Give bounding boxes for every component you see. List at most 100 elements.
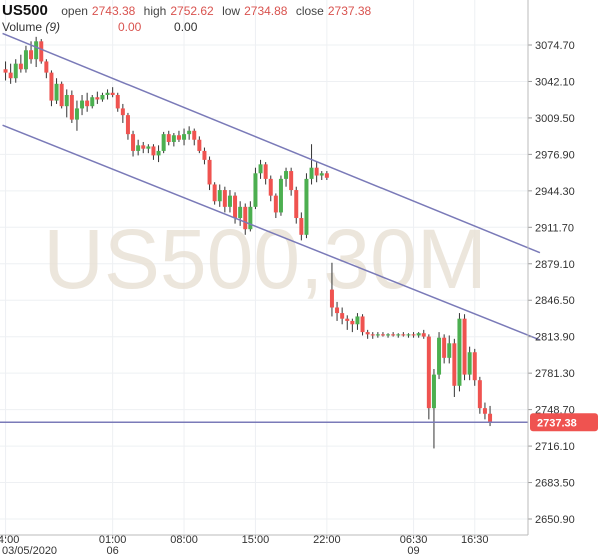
candle-body	[222, 190, 227, 207]
y-axis: 3074.70 3042.10 3009.50 2976.90 2944.30 2911.…	[527, 0, 575, 535]
y-tick-label: 2650.90	[535, 514, 575, 526]
candle-body	[34, 41, 39, 60]
candle-body	[360, 316, 365, 333]
current-price-tag: 2737.38	[530, 413, 598, 432]
candle-body	[136, 145, 141, 151]
candle-body	[146, 146, 151, 149]
trend-line	[2, 32, 541, 254]
candle-body	[488, 413, 493, 423]
trend-lines	[0, 32, 541, 424]
candle-body	[85, 100, 90, 107]
candle-body	[309, 167, 314, 179]
candle-body	[386, 334, 391, 336]
candle-body	[110, 92, 115, 95]
high-label: high	[143, 4, 167, 18]
candle-body	[212, 184, 217, 202]
x-tick-label: 01:00	[99, 534, 127, 546]
candle-body	[100, 94, 105, 100]
price-tag-label: 2737.38	[537, 417, 577, 429]
volume-value-2: 0.00	[174, 20, 198, 34]
candle-body	[192, 130, 197, 140]
x-tick-sublabel: 03/05/2020	[2, 545, 57, 557]
candle-body	[294, 190, 299, 219]
candle-body	[467, 352, 472, 375]
volume-legend: Volume (9) 0.00 0.00	[2, 20, 197, 34]
candle-body	[54, 83, 59, 101]
volume-value-1: 0.00	[118, 20, 142, 34]
candle-body	[131, 134, 136, 151]
candle-body	[115, 94, 120, 109]
candle-body	[8, 72, 13, 79]
open-value: 2743.38	[91, 4, 136, 18]
candle-body	[442, 337, 447, 358]
candle-body	[431, 374, 436, 409]
candle-body	[329, 289, 334, 308]
candle-body	[345, 318, 350, 321]
candle-body	[447, 343, 452, 358]
candle-body	[187, 130, 192, 135]
candle-body	[391, 334, 396, 336]
candle-body	[171, 135, 176, 142]
candle-body	[416, 333, 421, 336]
candle-body	[437, 337, 442, 375]
candle-body	[248, 206, 253, 230]
y-tick-label: 2944.30	[535, 186, 575, 198]
candle-body	[299, 218, 304, 235]
x-tick-label: 16:30	[461, 534, 489, 546]
candle-body	[273, 195, 278, 213]
candle-body	[13, 63, 18, 79]
y-tick-label: 2976.90	[535, 149, 575, 161]
candle-body	[411, 334, 416, 336]
candle-body	[452, 343, 457, 386]
low-value: 2734.88	[244, 4, 288, 18]
symbol-label: US500	[2, 2, 48, 19]
candle-body	[340, 313, 345, 319]
y-tick-label: 2813.90	[535, 332, 575, 344]
y-tick-label: 3009.50	[535, 113, 575, 125]
candle-body	[406, 334, 411, 336]
candle-body	[401, 334, 406, 336]
candle-body	[80, 100, 85, 109]
open-label: open	[61, 4, 88, 18]
y-tick-label: 3042.10	[535, 76, 575, 88]
y-tick-label: 2683.50	[535, 478, 575, 490]
candle-body	[278, 178, 283, 213]
close-value: 2737.38	[327, 4, 372, 18]
watermark: US500,30M	[43, 212, 487, 306]
candle-body	[314, 167, 319, 176]
candle-body	[64, 94, 69, 107]
candle-body	[18, 63, 23, 70]
candle-body	[304, 178, 309, 235]
candle-body	[477, 380, 482, 409]
candle-body	[426, 336, 431, 409]
candle-body	[238, 206, 243, 219]
candle-body	[202, 150, 207, 160]
close-label: close	[295, 4, 324, 18]
candle-body	[120, 108, 125, 116]
high-value: 2752.62	[170, 4, 214, 18]
price-tag-box	[530, 413, 598, 432]
candle-body	[243, 206, 248, 230]
candle-body	[49, 72, 54, 101]
candle-body	[457, 318, 462, 386]
candle-body	[355, 316, 360, 325]
candle-body	[253, 173, 258, 207]
candle-body	[161, 134, 166, 151]
low-label: low	[222, 4, 241, 18]
candle-body	[69, 94, 74, 120]
y-tick-label: 2781.30	[535, 368, 575, 380]
trend-line	[2, 124, 541, 341]
candle-body	[125, 115, 130, 135]
candle-body	[350, 320, 355, 325]
candle-body	[74, 108, 79, 120]
candle-body	[90, 97, 95, 107]
candle-body	[156, 150, 161, 156]
volume-label: Volume	[2, 20, 43, 34]
candle-body	[151, 146, 156, 156]
candle-body	[289, 171, 294, 191]
candle-body	[319, 173, 324, 176]
candle-body	[324, 173, 329, 178]
candles	[3, 36, 493, 449]
candle-body	[227, 195, 232, 207]
